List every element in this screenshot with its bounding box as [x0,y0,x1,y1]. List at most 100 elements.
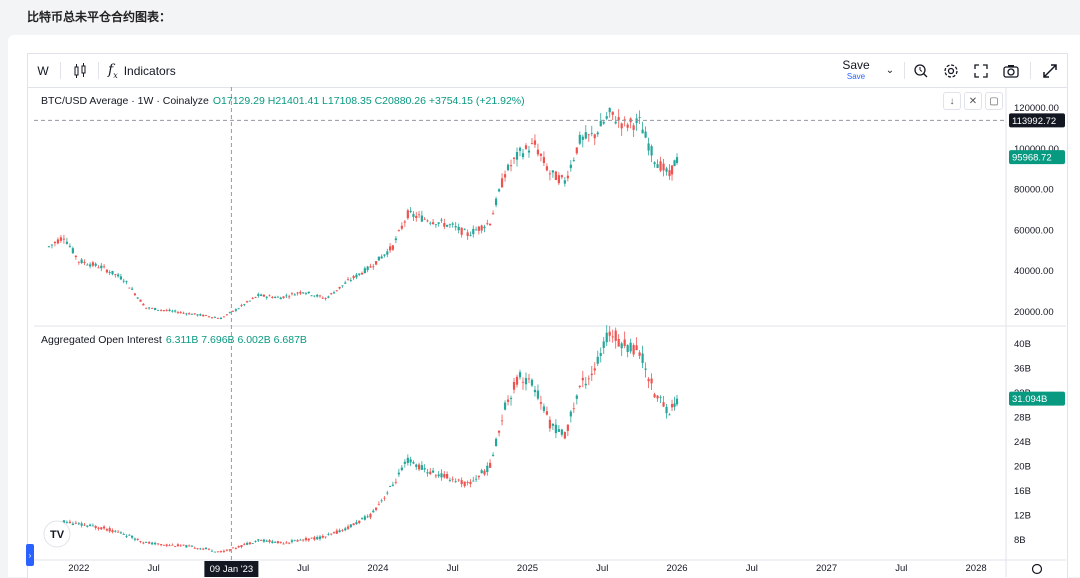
oi-title[interactable]: Aggregated Open Interest [41,334,162,346]
candle-body [650,378,653,384]
candle-body [296,540,299,542]
candle-body [480,225,483,231]
x-tick-label: Jul [297,563,309,574]
y-tick-label: 20B [1014,461,1031,472]
candle-body [358,273,361,275]
candle-body [440,473,443,478]
candle-body [620,343,623,349]
candle-body [506,399,510,402]
candle-body [443,474,446,478]
candle-body [321,297,324,299]
candle-body [491,213,495,215]
candle-body [228,549,231,551]
candle-body [145,307,148,309]
candle-body [125,281,128,283]
candle-body [409,459,412,463]
candle-body [377,256,380,261]
close-icon[interactable]: ✕ [964,92,982,110]
candle-body [231,310,234,312]
candle-body [670,404,674,408]
candle-body [388,246,392,251]
candle-body [451,478,454,480]
candle-body [494,438,498,447]
candle-body [380,256,383,259]
candle-body [426,472,429,474]
tradingview-logo: TV [43,520,71,548]
candle-body [614,121,617,124]
candle-body [440,219,443,221]
candle-body [105,269,108,273]
candle-body [171,544,174,546]
function-icon: fx [108,61,118,80]
x-tick-label: Jul [447,563,459,574]
maximize-icon[interactable]: ▢ [985,92,1003,110]
y-tick-label: 60000.00 [1014,225,1054,236]
candle-body [133,293,137,296]
candle-body [65,241,68,244]
candle-body [88,264,92,267]
candle-body [446,474,449,479]
candle-body [268,540,271,542]
candle-body [448,224,452,226]
fullscreen-icon[interactable] [970,54,992,87]
camera-icon[interactable] [1000,54,1022,87]
candle-body [62,238,66,240]
candle-body [204,315,208,316]
candle-body [316,294,319,297]
candle-body [599,121,602,127]
price-legend: BTC/USD Average · 1W · Coinalyze O17129.2… [41,95,525,107]
candle-body [488,223,492,226]
sidebar-toggle[interactable]: › [26,544,34,566]
candle-body [97,267,100,269]
candle-body [400,225,403,229]
candle-body [219,551,223,552]
candle-body [213,317,217,319]
save-button[interactable]: Save Save [838,54,874,87]
candle-body [77,523,80,525]
candle-body [670,165,674,175]
save-dropdown-icon[interactable]: ⌄ [885,65,895,76]
crosshair-price-label: 113992.72 [1012,116,1056,127]
candle-body [204,547,208,550]
gear-icon[interactable] [940,54,962,87]
candle-body [539,402,543,404]
candle-body [274,296,277,298]
candle-body [590,132,593,134]
candle-body [617,338,620,347]
arrow-down-icon[interactable]: ↓ [943,92,961,110]
candle-body [243,304,246,306]
candle-body [542,157,546,164]
y-tick-label: 80000.00 [1014,185,1054,196]
x-tick-label: 2026 [666,563,687,574]
candle-body [213,551,217,553]
candle-body [623,119,626,121]
candle-body [262,294,266,297]
candle-body [557,429,560,432]
symbol-label[interactable]: BTC/USD Average · 1W · Coinalyze [41,95,209,107]
expand-arrows-icon[interactable] [1038,54,1062,87]
candle-body [304,293,308,295]
candle-body [372,266,375,268]
candle-body [509,165,513,167]
x-tick-label: Jul [596,563,608,574]
candle-body [176,312,180,314]
candle-body [448,479,452,481]
candle-body [139,541,142,542]
candle-body [119,532,123,534]
candle-body [527,150,531,153]
candle-body [125,536,128,537]
candle-body [533,389,537,393]
candle-body [494,198,498,206]
candle-body [429,471,432,474]
candle-body [321,535,324,538]
candles-icon[interactable] [68,54,92,87]
candle-body [313,295,316,297]
magnifier-alert-icon[interactable] [910,54,932,87]
candle-body [260,294,263,296]
candle-body [243,543,246,545]
interval-button[interactable]: W [37,63,49,78]
candle-body [271,541,274,543]
candle-body [497,430,501,433]
indicators-button[interactable]: fx Indicators [108,54,184,87]
